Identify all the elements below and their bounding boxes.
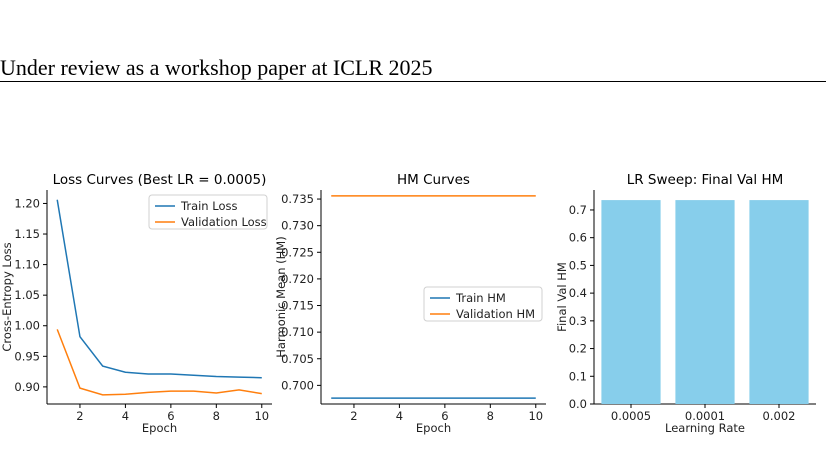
y-tick-label: 0.700 — [281, 378, 314, 392]
y-axis-label: Harmonic Mean (HM) — [274, 236, 288, 357]
y-tick-label: 0.1 — [569, 369, 587, 383]
x-tick-label: 8 — [213, 409, 220, 423]
chart-title: Loss Curves (Best LR = 0.0005) — [53, 172, 267, 188]
x-tick-label: 0.0005 — [611, 409, 651, 423]
legend-label: Validation HM — [456, 307, 535, 321]
y-tick-label: 0.7 — [569, 203, 587, 217]
bar — [601, 200, 661, 404]
x-tick-label: 0.002 — [763, 409, 796, 423]
x-tick-label: 2 — [350, 409, 357, 423]
x-tick-label: 10 — [528, 409, 543, 423]
legend-box — [423, 286, 543, 322]
y-axis-label: Cross-Entropy Loss — [0, 242, 14, 351]
y-tick-label: 1.15 — [14, 227, 40, 241]
y-axis-label: Final Val HM — [555, 262, 569, 332]
header-rule — [0, 81, 826, 82]
x-tick-label: 6 — [167, 409, 174, 423]
x-axis-label: Epoch — [416, 421, 451, 435]
bar — [675, 200, 735, 404]
legend-label: Train Loss — [180, 199, 237, 213]
x-axis-label: Epoch — [142, 421, 177, 435]
x-tick-label: 8 — [487, 409, 494, 423]
y-tick-label: 1.10 — [14, 258, 40, 272]
y-tick-label: 0.4 — [569, 286, 587, 300]
bar — [749, 200, 809, 404]
y-tick-label: 0.0 — [569, 397, 587, 411]
x-tick-label: 10 — [254, 409, 269, 423]
chart-title: LR Sweep: Final Val HM — [627, 172, 784, 188]
x-tick-label: 2 — [76, 409, 83, 423]
x-tick-label: 4 — [396, 409, 403, 423]
y-tick-label: 0.2 — [569, 342, 587, 356]
series-line-0 — [56, 199, 262, 379]
y-tick-label: 1.05 — [14, 288, 40, 302]
y-tick-label: 0.720 — [281, 272, 314, 286]
y-tick-label: 0.725 — [281, 245, 314, 259]
y-tick-label: 0.705 — [281, 352, 314, 366]
y-tick-label: 0.715 — [281, 299, 314, 313]
x-axis-label: Learning Rate — [665, 421, 745, 435]
y-tick-label: 0.6 — [569, 231, 587, 245]
y-tick-label: 1.00 — [14, 319, 40, 333]
series-line-1 — [56, 329, 262, 396]
y-tick-label: 0.95 — [14, 349, 40, 363]
y-tick-label: 0.90 — [14, 380, 40, 394]
x-tick-label: 6 — [441, 409, 448, 423]
y-tick-label: 0.730 — [281, 219, 314, 233]
legend-label: Validation Loss — [181, 215, 267, 229]
y-tick-label: 0.5 — [569, 258, 587, 272]
chart-title: HM Curves — [397, 172, 470, 188]
page-header: Under review as a workshop paper at ICLR… — [0, 55, 433, 80]
legend-label: Train HM — [455, 291, 506, 305]
x-tick-label: 4 — [122, 409, 129, 423]
y-tick-label: 0.735 — [281, 192, 314, 206]
y-tick-label: 1.20 — [14, 196, 40, 210]
y-tick-label: 0.3 — [569, 314, 587, 328]
y-tick-label: 0.710 — [281, 325, 314, 339]
x-tick-label: 0.0001 — [685, 409, 725, 423]
legend-box — [148, 194, 268, 230]
